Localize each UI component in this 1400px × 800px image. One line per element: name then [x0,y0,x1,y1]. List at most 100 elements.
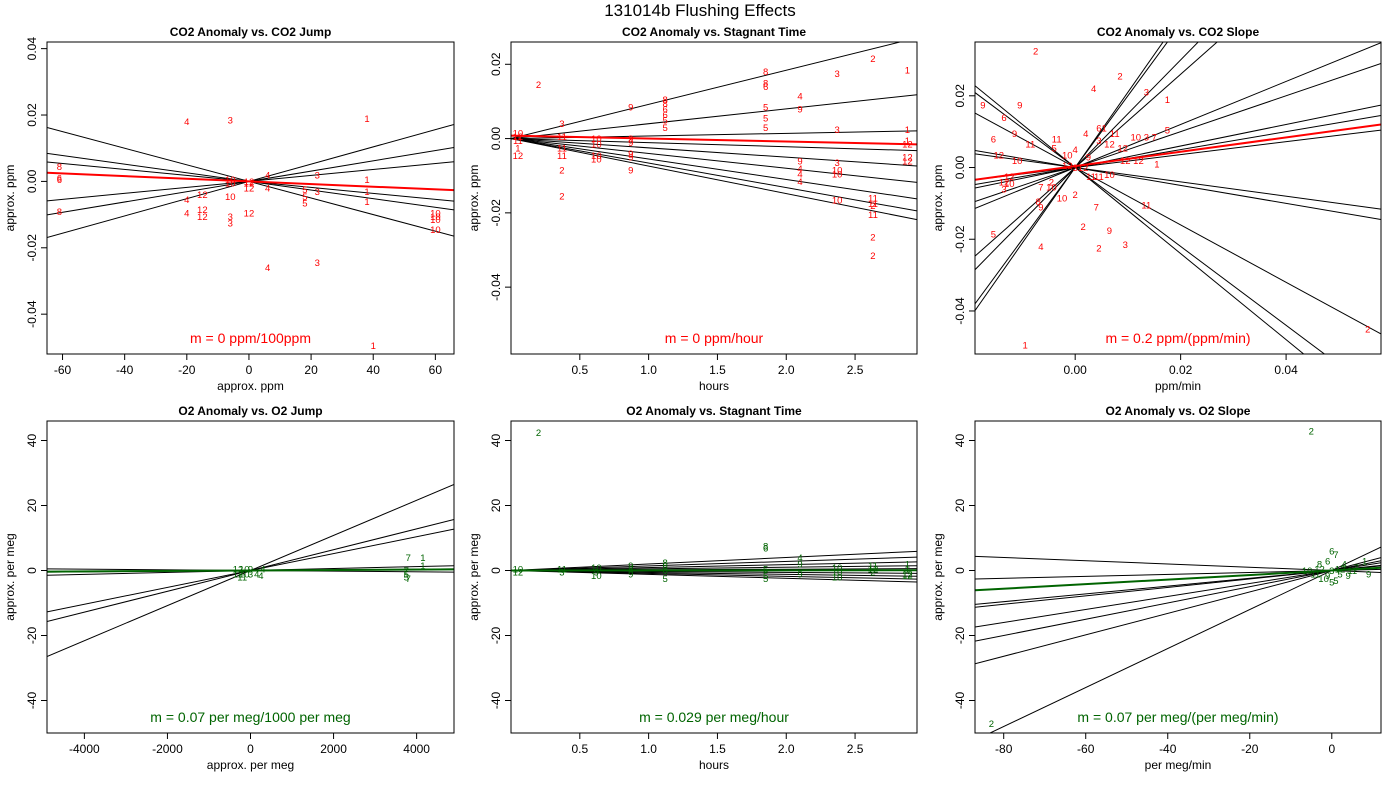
data-point-label: 8 [628,564,633,575]
data-point-label: 4 [1083,129,1088,140]
x-axis-label: per meg/min [1145,758,1212,772]
data-point-label: 10 [591,140,602,151]
data-point-label: 8 [763,67,768,78]
data-point-label: 9 [628,561,633,572]
data-point-label: 6 [57,174,62,185]
panel-title: CO2 Anomaly vs. CO2 Jump [170,25,332,39]
data-point-label: 10 [430,208,441,219]
data-point-label: 2 [870,251,875,262]
x-axis-label: hours [699,379,729,393]
x-tick-label: 1.0 [640,742,657,756]
data-point-label: 6 [57,175,62,186]
fit-line [511,138,917,167]
data-point-label: 10 [832,568,843,579]
data-point-label: 9 [628,134,633,145]
data-point-label: 11 [1110,129,1120,140]
data-point-label: 5 [662,116,667,127]
data-point-label: 7 [404,566,409,577]
data-point-label: 10 [832,195,843,206]
y-tick-label: -0.02 [25,234,39,262]
data-point-label: 4 [254,569,259,580]
data-point-label: 9 [628,103,633,114]
data-point-label: 9 [1346,571,1351,582]
data-point-label: 10 [1104,170,1115,181]
data-point-label: 11 [1094,172,1104,183]
data-point-label: 1 [364,197,369,208]
data-point-label: 5 [404,569,409,580]
data-point-label: 1 [420,553,425,564]
data-point-label: 4 [797,169,802,180]
slope-annotation: m = 0.07 per meg/(per meg/min) [1077,709,1278,725]
data-point-label: 6 [1325,556,1330,567]
data-point-label: 1 [364,175,369,186]
fit-line [975,555,1381,573]
chart-panel-6: O2 Anomaly vs. O2 Slope per meg/min approx… [931,404,1382,772]
fit-line [975,149,1381,221]
fit-line [975,562,1381,628]
data-point-label: 10 [430,215,441,226]
x-tick-label: -20 [1241,742,1259,756]
data-point-label: 7 [1152,133,1157,144]
data-point-label: 7 [1333,550,1338,561]
data-point-label: 1 [905,125,910,136]
data-point-label: 5 [1329,577,1334,588]
fit-line [975,42,1164,311]
data-point-label: 1 [905,65,910,76]
data-point-label: 12 [1078,163,1089,174]
data-point-label: 12 [902,140,913,151]
data-point-label: 11 [557,132,567,143]
y-axis-label: approx. ppm [467,165,481,232]
data-point-label: 1 [1154,159,1159,170]
fit-line [511,138,917,221]
x-axis-label: approx. per meg [207,758,294,772]
data-point-label: 12 [513,568,524,579]
data-point-label: 1 [905,136,910,147]
fit-line [975,557,1381,665]
fit-line [975,115,1381,186]
fit-line [511,556,917,571]
x-tick-label: 40 [367,363,381,377]
data-point-label: 10 [1318,574,1329,585]
data-point-label: 3 [1329,566,1334,577]
data-point-label: 12 [902,156,913,167]
data-point-label: 3 [1073,163,1078,174]
data-point-label: 5 [1337,569,1342,580]
data-point-label: 5 [1333,576,1338,587]
data-point-label: 1 [420,561,425,572]
slope-annotation: m = 0 ppm/100ppm [190,330,311,346]
y-tick-label: 0.04 [25,37,39,61]
y-tick-label: 40 [489,434,503,448]
data-point-label: 6 [763,543,768,554]
data-point-label: 10 [1057,194,1068,205]
y-tick-label: 0 [489,567,503,574]
chart-panel-4: O2 Anomaly vs. O2 Jump approx. per meg app… [3,404,455,772]
x-axis-label: approx. ppm [217,379,284,393]
fit-line [975,92,1326,354]
fit-line [511,94,917,140]
x-tick-label: 0.5 [571,363,588,377]
data-point-label: 12 [1062,161,1073,172]
plot-frame [46,41,455,355]
y-tick-label: -40 [25,692,39,710]
panel-title: CO2 Anomaly vs. CO2 Slope [1097,25,1260,39]
data-point-label: 4 [797,177,802,188]
fit-line [975,42,1199,271]
data-point-label: 2 [1365,324,1370,335]
fit-line [975,560,1381,642]
data-point-label: 3 [559,119,564,130]
data-point-label: 12 [993,150,1004,161]
x-tick-label: -20 [178,363,196,377]
y-tick-label: -0.02 [953,225,967,253]
data-point-label: 2 [1117,72,1122,83]
data-point-label: 3 [1144,133,1149,144]
data-point-label: 8 [662,95,667,106]
y-tick-label: 0.02 [25,103,39,127]
data-point-label: 3 [248,569,253,580]
y-axis-label: approx. per meg [3,533,17,620]
x-tick-label: 2.5 [847,742,864,756]
data-point-label: 12 [1120,156,1131,167]
